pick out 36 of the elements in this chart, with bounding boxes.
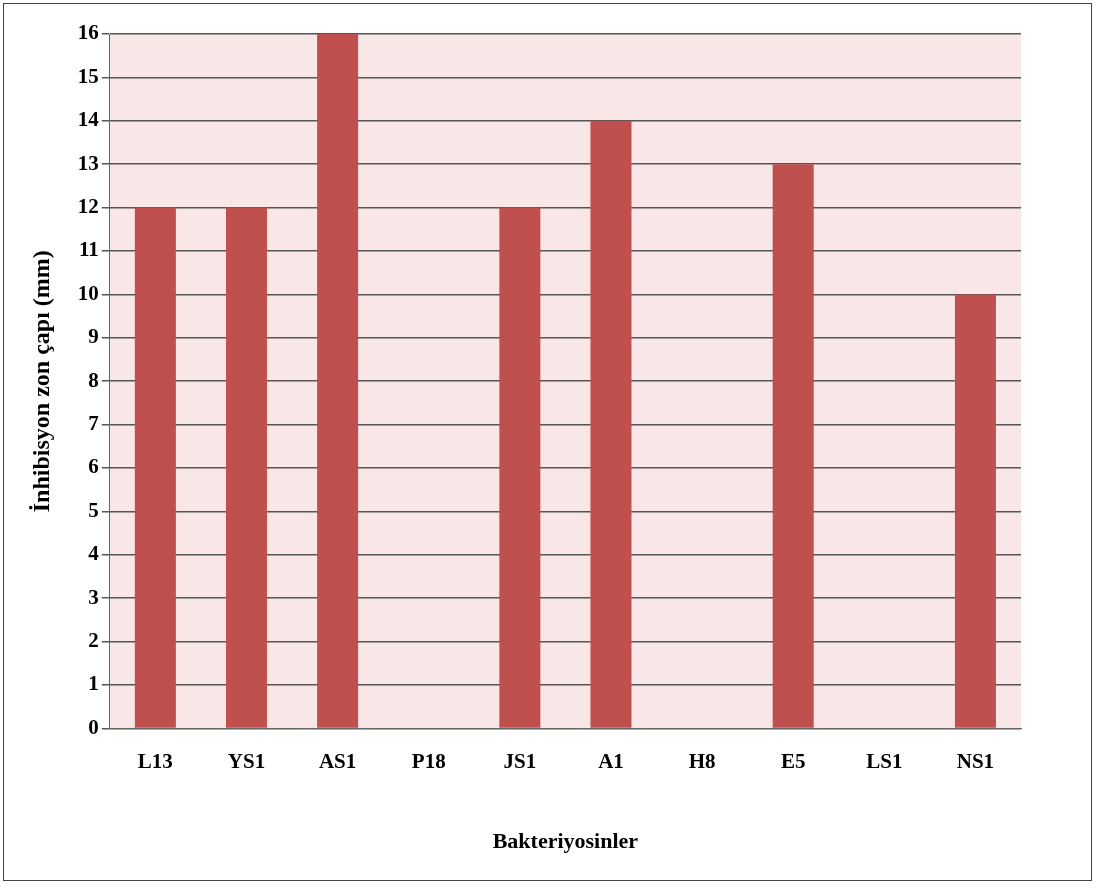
bar [590, 120, 632, 728]
y-tick-label: 16 [77, 20, 99, 45]
x-tick-label: L13 [137, 749, 173, 774]
x-tick-label: AS1 [318, 749, 357, 774]
y-tick-label: 2 [88, 628, 99, 653]
x-tick-label: P18 [411, 749, 446, 774]
x-tick-label: NS1 [956, 749, 995, 774]
y-tick-label: 3 [88, 584, 99, 609]
x-tick-label: LS1 [866, 749, 903, 774]
y-tick-label: 4 [88, 541, 100, 566]
y-tick-label: 11 [78, 237, 99, 262]
x-tick-label: YS1 [227, 749, 266, 774]
y-tick-label: 12 [77, 194, 99, 219]
y-axis-title: İnhibisyon zon çapı (mm) [27, 250, 54, 513]
y-tick-label: 14 [77, 107, 100, 132]
bar [317, 34, 359, 728]
x-tick-label: H8 [688, 749, 716, 774]
bar [134, 207, 176, 728]
y-tick-label: 15 [77, 63, 99, 88]
y-tick-label: 8 [88, 367, 99, 392]
x-tick-label: A1 [598, 749, 624, 774]
x-tick-label: E5 [780, 749, 806, 774]
x-tick-label: JS1 [503, 749, 537, 774]
y-tick-label: 5 [88, 497, 99, 522]
x-axis-title: Bakteriyosinler [492, 828, 639, 854]
y-tick-label: 10 [77, 280, 99, 305]
bar [772, 164, 814, 728]
y-tick-label: 9 [88, 324, 99, 349]
bar [225, 207, 267, 728]
bar [499, 207, 541, 728]
y-tick-label: 0 [88, 714, 99, 739]
y-tick-label: 1 [88, 671, 99, 696]
y-tick-label: 13 [77, 150, 99, 175]
y-tick-label: 7 [88, 411, 99, 436]
y-tick-label: 6 [88, 454, 99, 479]
bar [954, 294, 996, 728]
